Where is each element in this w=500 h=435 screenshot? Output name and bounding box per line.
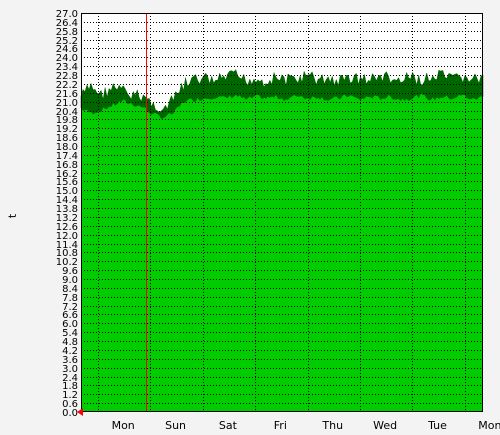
x-tick-label: Fri (274, 419, 287, 432)
x-tick-labels: Mon Sun Sat Fri Thu Wed Tue Mon (112, 419, 500, 432)
y-tick-label: 14.4 (56, 195, 78, 206)
y-tick-label: 12.0 (56, 231, 78, 242)
y-tick-label: 16.2 (56, 169, 78, 180)
y-tick-label: 6.6 (62, 310, 78, 321)
y-tick-label: 27.0 (56, 9, 78, 20)
area-layer (80, 69, 484, 412)
y-tick-label: 0.0 (62, 408, 78, 419)
y-tick-label: 1.8 (62, 381, 78, 392)
y-tick-label: 24.0 (56, 53, 78, 64)
y-tick-label: 5.4 (62, 328, 78, 339)
y-tick-label: 3.0 (62, 364, 78, 375)
x-tick-label: Thu (321, 419, 343, 432)
y-tick-label: 9.6 (62, 266, 78, 277)
y-tick-label: 20.4 (56, 107, 78, 118)
x-tick-label: Wed (373, 419, 397, 432)
x-tick-label: Sun (165, 419, 186, 432)
y-tick-label: 19.8 (56, 115, 78, 126)
x-tick-label: Tue (427, 419, 447, 432)
y-tick-label: 12.6 (56, 222, 78, 233)
y-tick-label: 13.2 (56, 213, 78, 224)
y-tick-label: 25.8 (56, 27, 78, 38)
y-tick-label: 1.2 (62, 390, 78, 401)
x-tick-label: Sat (219, 419, 238, 432)
origin-arrow-icon (77, 408, 83, 416)
y-tick-label: 13.8 (56, 204, 78, 215)
area-fill (81, 69, 483, 412)
y-tick-label: 25.2 (56, 36, 78, 47)
y-tick-label: 22.8 (56, 71, 78, 82)
y-tick-label: 0.6 (62, 399, 78, 410)
plot-border (81, 13, 483, 412)
y-tick-label: 8.4 (62, 284, 78, 295)
y-tick-label: 21.6 (56, 89, 78, 100)
y-tick-label: 11.4 (56, 240, 78, 251)
y-tick-label: 23.4 (56, 62, 78, 73)
y-tick-label: 2.4 (62, 373, 78, 384)
y-tick-label: 16.8 (56, 160, 78, 171)
y-axis-label: t (6, 213, 19, 218)
y-tick-label: 4.8 (62, 337, 78, 348)
y-tick-label: 18.0 (56, 142, 78, 153)
y-tick-label: 4.2 (62, 346, 78, 357)
y-tick-label: 9.0 (62, 275, 78, 286)
y-tick-label: 15.6 (56, 177, 78, 188)
y-tick-label: 17.4 (56, 151, 78, 162)
y-tick-labels: 0.00.61.21.82.43.03.64.24.85.46.06.67.27… (56, 9, 78, 419)
y-tick-label: 22.2 (56, 80, 78, 91)
y-tick-label: 18.6 (56, 133, 78, 144)
y-tick-label: 26.4 (56, 18, 78, 29)
y-tick-label: 6.0 (62, 319, 78, 330)
y-tick-label: 7.8 (62, 293, 78, 304)
x-tick-label: Mon (112, 419, 135, 432)
y-tick-label: 19.2 (56, 124, 78, 135)
y-tick-label: 24.6 (56, 44, 78, 55)
y-tick-label: 21.0 (56, 98, 78, 109)
y-tick-label: 7.2 (62, 302, 78, 313)
grid-layer (81, 13, 483, 412)
x-tick-label: Mon (478, 419, 500, 432)
y-tick-label: 15.0 (56, 186, 78, 197)
y-tick-label: 10.8 (56, 248, 78, 259)
y-tick-label: 3.6 (62, 355, 78, 366)
y-tick-label: 10.2 (56, 257, 78, 268)
